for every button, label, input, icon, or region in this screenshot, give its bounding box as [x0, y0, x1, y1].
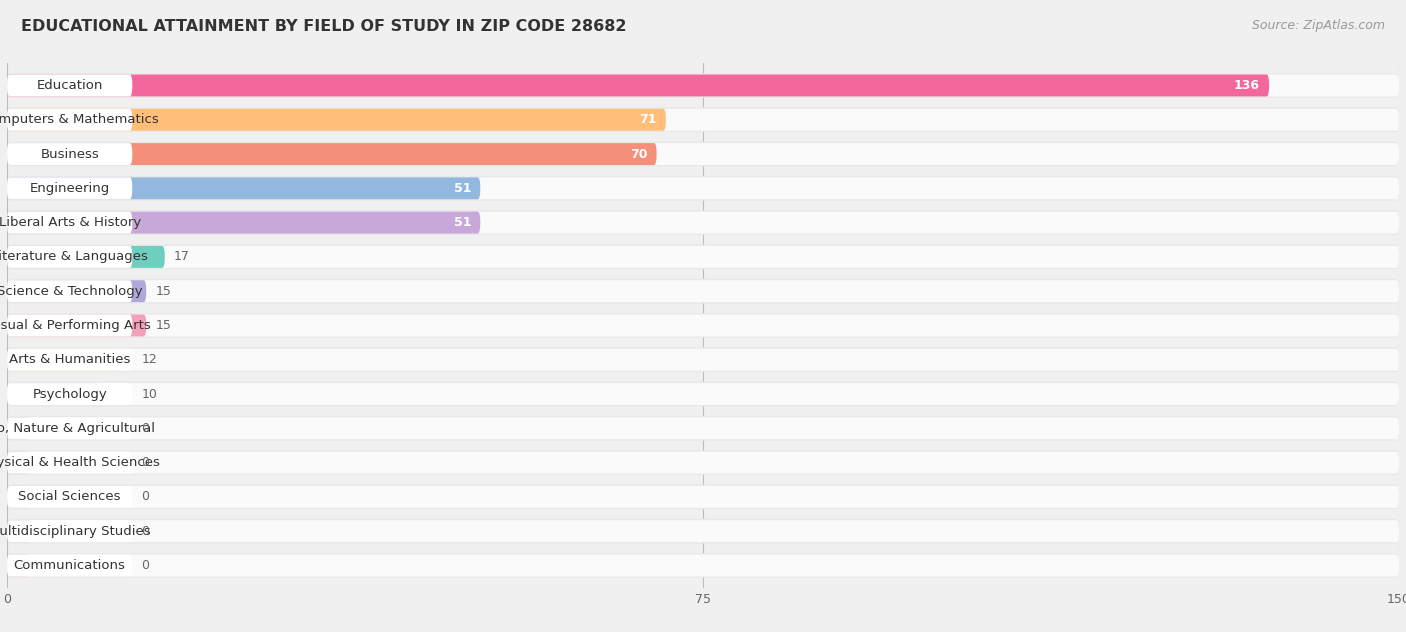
FancyBboxPatch shape [7, 246, 165, 268]
Text: Visual & Performing Arts: Visual & Performing Arts [0, 319, 150, 332]
Text: 10: 10 [142, 387, 157, 401]
Text: Literature & Languages: Literature & Languages [0, 250, 148, 264]
FancyBboxPatch shape [7, 485, 1399, 509]
Text: EDUCATIONAL ATTAINMENT BY FIELD OF STUDY IN ZIP CODE 28682: EDUCATIONAL ATTAINMENT BY FIELD OF STUDY… [21, 19, 627, 34]
FancyBboxPatch shape [7, 349, 1399, 371]
FancyBboxPatch shape [7, 142, 1399, 166]
FancyBboxPatch shape [7, 417, 31, 439]
FancyBboxPatch shape [7, 210, 1399, 235]
FancyBboxPatch shape [7, 280, 132, 302]
Text: 71: 71 [640, 113, 657, 126]
FancyBboxPatch shape [7, 486, 31, 508]
FancyBboxPatch shape [7, 313, 1399, 338]
FancyBboxPatch shape [7, 75, 132, 97]
FancyBboxPatch shape [7, 486, 132, 508]
FancyBboxPatch shape [7, 245, 1399, 269]
FancyBboxPatch shape [7, 178, 132, 199]
FancyBboxPatch shape [7, 279, 1399, 303]
Text: 0: 0 [142, 525, 149, 538]
Text: Source: ZipAtlas.com: Source: ZipAtlas.com [1251, 19, 1385, 32]
Text: 0: 0 [142, 456, 149, 469]
FancyBboxPatch shape [7, 315, 132, 336]
FancyBboxPatch shape [7, 383, 132, 405]
FancyBboxPatch shape [7, 450, 1399, 475]
FancyBboxPatch shape [7, 143, 657, 165]
FancyBboxPatch shape [7, 246, 1399, 268]
FancyBboxPatch shape [7, 349, 132, 371]
Text: Liberal Arts & History: Liberal Arts & History [0, 216, 141, 229]
Text: 15: 15 [156, 284, 172, 298]
FancyBboxPatch shape [7, 383, 1399, 405]
Text: 15: 15 [156, 319, 172, 332]
FancyBboxPatch shape [7, 520, 1399, 542]
Text: Bio, Nature & Agricultural: Bio, Nature & Agricultural [0, 422, 155, 435]
Text: 51: 51 [454, 216, 471, 229]
FancyBboxPatch shape [7, 554, 1399, 576]
FancyBboxPatch shape [7, 212, 132, 234]
FancyBboxPatch shape [7, 417, 1399, 439]
Text: Communications: Communications [14, 559, 125, 572]
FancyBboxPatch shape [7, 553, 1399, 578]
FancyBboxPatch shape [7, 212, 481, 234]
FancyBboxPatch shape [7, 452, 1399, 473]
FancyBboxPatch shape [7, 109, 132, 131]
Text: Science & Technology: Science & Technology [0, 284, 142, 298]
Text: 0: 0 [142, 490, 149, 504]
FancyBboxPatch shape [7, 212, 1399, 234]
Text: Engineering: Engineering [30, 182, 110, 195]
Text: 0: 0 [142, 559, 149, 572]
FancyBboxPatch shape [7, 519, 1399, 544]
Text: Physical & Health Sciences: Physical & Health Sciences [0, 456, 160, 469]
Text: 136: 136 [1234, 79, 1260, 92]
FancyBboxPatch shape [7, 178, 1399, 199]
Text: Multidisciplinary Studies: Multidisciplinary Studies [0, 525, 150, 538]
FancyBboxPatch shape [7, 246, 132, 268]
FancyBboxPatch shape [7, 75, 1399, 97]
FancyBboxPatch shape [7, 554, 31, 576]
Text: 17: 17 [174, 250, 190, 264]
FancyBboxPatch shape [7, 73, 1399, 98]
FancyBboxPatch shape [7, 520, 31, 542]
Text: Psychology: Psychology [32, 387, 107, 401]
Text: Social Sciences: Social Sciences [18, 490, 121, 504]
FancyBboxPatch shape [7, 109, 1399, 131]
Text: Arts & Humanities: Arts & Humanities [8, 353, 131, 367]
FancyBboxPatch shape [7, 554, 132, 576]
FancyBboxPatch shape [7, 315, 146, 336]
FancyBboxPatch shape [7, 176, 1399, 201]
FancyBboxPatch shape [7, 486, 1399, 508]
Text: 51: 51 [454, 182, 471, 195]
FancyBboxPatch shape [7, 143, 1399, 165]
FancyBboxPatch shape [7, 417, 132, 439]
FancyBboxPatch shape [7, 348, 1399, 372]
FancyBboxPatch shape [7, 107, 1399, 132]
Text: 70: 70 [630, 147, 647, 161]
FancyBboxPatch shape [7, 382, 1399, 406]
FancyBboxPatch shape [7, 109, 666, 131]
FancyBboxPatch shape [7, 178, 481, 199]
FancyBboxPatch shape [7, 75, 1270, 97]
FancyBboxPatch shape [7, 280, 146, 302]
Text: Education: Education [37, 79, 103, 92]
FancyBboxPatch shape [7, 143, 132, 165]
Text: Business: Business [41, 147, 98, 161]
FancyBboxPatch shape [7, 349, 118, 371]
FancyBboxPatch shape [7, 383, 100, 405]
FancyBboxPatch shape [7, 416, 1399, 441]
FancyBboxPatch shape [7, 280, 1399, 302]
FancyBboxPatch shape [7, 452, 132, 473]
Text: 12: 12 [142, 353, 157, 367]
FancyBboxPatch shape [7, 452, 31, 473]
FancyBboxPatch shape [7, 520, 132, 542]
FancyBboxPatch shape [7, 315, 1399, 336]
Text: 0: 0 [142, 422, 149, 435]
Text: Computers & Mathematics: Computers & Mathematics [0, 113, 159, 126]
